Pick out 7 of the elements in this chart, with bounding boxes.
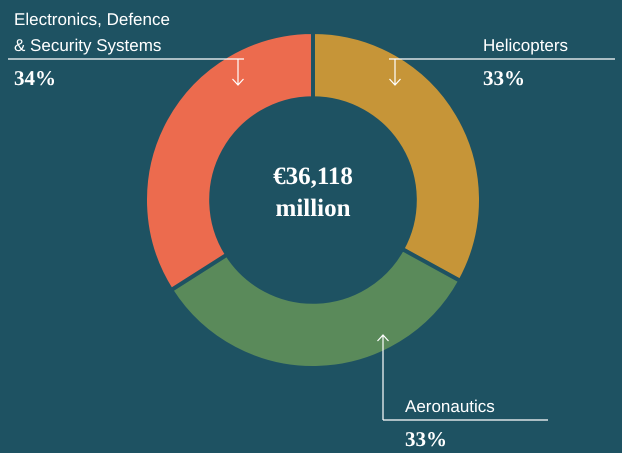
slice-label: Helicopters	[483, 36, 568, 55]
data-label: 34%	[14, 66, 56, 90]
data-label: 33%	[483, 66, 525, 90]
text: €36,118 million	[273, 163, 353, 222]
slice-label: Aeronautics	[405, 397, 495, 416]
slice-label: Electronics, Defence & Security Systems	[14, 10, 170, 55]
data-label: 33%	[405, 427, 447, 451]
